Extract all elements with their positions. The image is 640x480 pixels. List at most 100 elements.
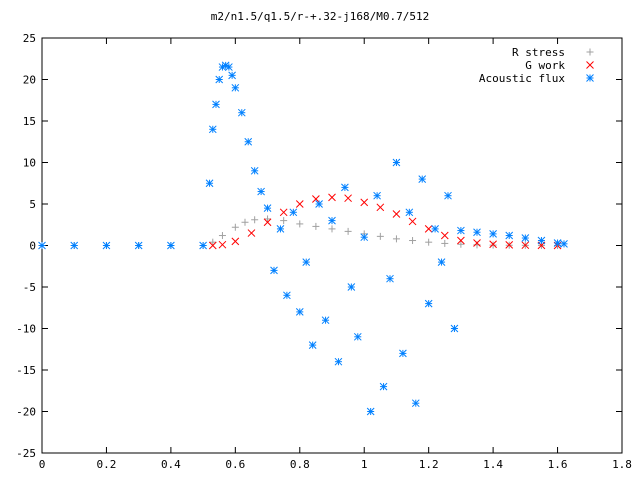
data-point [521,241,530,250]
x-tick-label: 1.4 [483,458,503,471]
data-point [341,183,349,192]
y-tick-label: 25 [23,32,36,45]
data-point [231,237,240,246]
data-point [270,266,278,275]
data-point [425,238,433,246]
data-point [505,240,514,249]
data-point [392,235,400,243]
data-point [344,194,352,203]
data-point [328,193,336,202]
data-point [444,191,452,200]
legend-marker [586,74,594,82]
data-point [208,125,217,134]
data-point [295,308,304,316]
data-point [441,239,449,247]
x-tick-label: 0.8 [290,458,310,471]
data-point [218,232,226,240]
data-point [134,241,143,250]
data-point [505,231,514,240]
y-tick-label: 10 [23,157,36,170]
y-tick-label: 20 [23,74,36,87]
data-point [215,75,224,84]
data-point [228,71,236,80]
data-point [553,239,562,247]
x-tick-label: 0.2 [97,458,117,471]
data-point [209,238,217,246]
data-point [360,198,369,207]
data-point [457,240,465,248]
data-point [205,179,214,188]
data-point [244,137,253,146]
data-point [241,218,249,226]
data-point [280,217,288,225]
data-point [379,382,388,391]
series-0 [38,215,562,249]
legend-label: Acoustic flux [479,72,565,85]
data-point [408,217,417,226]
data-point [247,229,256,237]
data-point [489,241,497,249]
data-point [424,299,433,308]
data-point [289,208,298,217]
y-tick-label: -5 [23,281,36,294]
y-tick-label: 0 [29,240,36,253]
legend-label: G work [525,59,565,72]
data-point [386,274,394,283]
data-point [263,218,272,227]
data-point [334,357,343,366]
x-tick-label: 0.6 [225,458,245,471]
y-tick-label: -10 [16,323,36,336]
axis-ticks: 0 0.2 0.4 0.6 0.8 1 1.2 1.4 1.6 1.8 25 20 15 10 5 0 -5 -1… [16,32,632,471]
chart-title: m2/n1.5/q1.5/r-+.32-j168/M0.7/512 [211,10,430,23]
data-point [440,231,449,240]
x-tick-label: 1.2 [419,458,439,471]
data-point [537,236,546,245]
data-point [489,240,497,249]
data-point [263,204,272,213]
y-tick-label: -15 [16,364,36,377]
data-point [231,83,240,92]
legend-label: R stress [512,46,565,59]
data-point [473,239,481,247]
data-point [409,237,417,245]
data-point [321,316,330,325]
data-point [315,200,323,208]
data-point [353,332,362,341]
data-point [457,226,465,235]
data-point [411,399,420,408]
data-point [376,232,384,240]
data-point [199,241,207,250]
data-point [295,200,304,208]
data-point [473,228,481,237]
data-point [392,210,401,218]
data-point [457,236,465,245]
y-tick-label: -20 [16,406,36,419]
data-point [431,225,439,233]
data-point [328,225,336,233]
data-point [450,324,459,333]
data-point [38,241,46,250]
y-tick-label: -25 [16,447,36,460]
x-tick-label: 1 [361,458,368,471]
data-point [102,241,111,250]
data-point [167,241,175,250]
data-point [70,241,79,250]
data-point [489,230,497,238]
x-tick-label: 1.8 [612,458,632,471]
data-point [237,108,246,117]
data-point [405,208,414,217]
data-point [296,220,304,228]
x-tick-label: 0.4 [161,458,181,471]
data-point [276,225,285,233]
data-point [231,223,239,231]
series-1 [208,193,562,250]
x-tick-label: 0 [39,458,46,471]
series-2 [38,61,568,416]
data-point [312,195,320,203]
data-point [308,341,317,349]
data-point [302,258,311,266]
y-tick-label: 15 [23,115,36,128]
data-point [344,227,352,235]
data-marks [38,61,568,416]
